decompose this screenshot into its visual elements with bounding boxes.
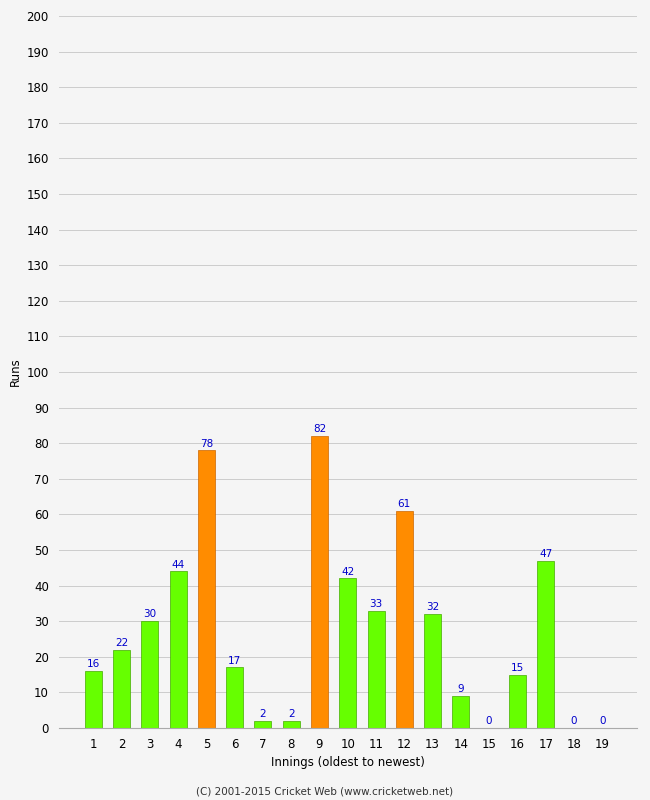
Bar: [226, 667, 243, 728]
Text: 16: 16: [86, 659, 100, 670]
Text: (C) 2001-2015 Cricket Web (www.cricketweb.net): (C) 2001-2015 Cricket Web (www.cricketwe…: [196, 786, 454, 796]
Bar: [311, 436, 328, 728]
Text: 0: 0: [599, 716, 605, 726]
Bar: [537, 561, 554, 728]
Bar: [198, 450, 215, 728]
Text: 9: 9: [458, 684, 464, 694]
Bar: [170, 571, 187, 728]
Text: 32: 32: [426, 602, 439, 612]
Text: 42: 42: [341, 566, 354, 577]
Text: 33: 33: [369, 598, 383, 609]
Bar: [396, 511, 413, 728]
Text: 15: 15: [511, 663, 524, 673]
X-axis label: Innings (oldest to newest): Innings (oldest to newest): [271, 756, 424, 770]
Text: 0: 0: [571, 716, 577, 726]
Bar: [283, 721, 300, 728]
Bar: [84, 671, 102, 728]
Bar: [424, 614, 441, 728]
Bar: [254, 721, 272, 728]
Text: 44: 44: [172, 559, 185, 570]
Text: 61: 61: [398, 499, 411, 509]
Text: 47: 47: [539, 549, 552, 559]
Bar: [367, 610, 385, 728]
Bar: [452, 696, 469, 728]
Text: 0: 0: [486, 716, 492, 726]
Bar: [113, 650, 130, 728]
Text: 78: 78: [200, 438, 213, 449]
Text: 22: 22: [115, 638, 128, 648]
Bar: [141, 622, 159, 728]
Y-axis label: Runs: Runs: [9, 358, 22, 386]
Text: 30: 30: [143, 610, 157, 619]
Text: 82: 82: [313, 424, 326, 434]
Text: 17: 17: [228, 656, 241, 666]
Bar: [509, 674, 526, 728]
Bar: [339, 578, 356, 728]
Text: 2: 2: [288, 709, 294, 719]
Text: 2: 2: [259, 709, 266, 719]
